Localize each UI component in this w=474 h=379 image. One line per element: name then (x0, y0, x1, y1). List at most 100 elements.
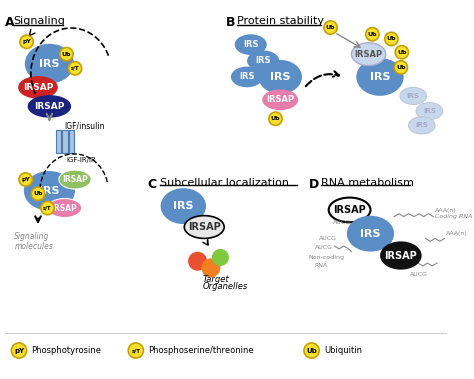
Text: IRSAP: IRSAP (333, 205, 366, 215)
Text: Coding RNA: Coding RNA (435, 214, 472, 219)
Ellipse shape (59, 170, 91, 189)
Text: Ub: Ub (387, 36, 396, 41)
Text: IRS: IRS (173, 201, 193, 211)
Circle shape (11, 343, 27, 358)
FancyBboxPatch shape (69, 130, 74, 153)
Text: IRSAP: IRSAP (52, 204, 77, 213)
Text: pY: pY (21, 177, 30, 182)
Circle shape (19, 173, 32, 186)
Text: RNA metabolism: RNA metabolism (321, 178, 414, 188)
Text: RNA: RNA (314, 263, 328, 268)
Text: Signaling: Signaling (13, 16, 65, 26)
Text: IRS: IRS (39, 59, 60, 69)
Ellipse shape (381, 242, 421, 269)
Text: IRS: IRS (407, 93, 419, 99)
Circle shape (31, 187, 45, 200)
Text: IRSAP: IRSAP (266, 95, 294, 104)
Text: Signaling
molecules: Signaling molecules (14, 232, 53, 251)
Text: B: B (226, 16, 236, 29)
Text: IGF-IR/IR: IGF-IR/IR (66, 157, 96, 163)
Text: Ub: Ub (271, 116, 280, 121)
Ellipse shape (259, 61, 301, 93)
Text: Phosphoserine/threonine: Phosphoserine/threonine (148, 346, 254, 355)
Text: IRS: IRS (239, 72, 255, 81)
Circle shape (60, 47, 73, 61)
FancyBboxPatch shape (56, 130, 61, 153)
Text: AUCG: AUCG (410, 272, 428, 277)
Text: IRSAP: IRSAP (62, 175, 88, 184)
Text: AUCG: AUCG (319, 236, 337, 241)
Text: IRS: IRS (39, 186, 60, 196)
Text: s/T: s/T (43, 205, 52, 210)
Text: Ubiquitin: Ubiquitin (324, 346, 362, 355)
Ellipse shape (28, 96, 70, 117)
Text: AAA(n): AAA(n) (446, 231, 467, 236)
Text: Ub: Ub (396, 65, 406, 70)
Circle shape (324, 21, 337, 34)
Text: AUCG: AUCG (332, 220, 350, 225)
Text: Organelles: Organelles (202, 282, 247, 291)
Text: Phosphotyrosine: Phosphotyrosine (31, 346, 101, 355)
Ellipse shape (162, 189, 205, 223)
Circle shape (201, 258, 220, 277)
Text: AAA(n): AAA(n) (435, 208, 457, 213)
Ellipse shape (263, 90, 297, 109)
FancyBboxPatch shape (63, 130, 68, 153)
Text: C: C (147, 178, 156, 191)
Ellipse shape (47, 199, 82, 218)
Text: Ub: Ub (33, 191, 43, 196)
Ellipse shape (248, 51, 278, 70)
Circle shape (41, 201, 54, 215)
Ellipse shape (400, 88, 427, 105)
Text: Ub: Ub (397, 50, 407, 55)
Text: IRSAP: IRSAP (188, 222, 220, 232)
Text: IRS: IRS (255, 56, 271, 65)
Circle shape (212, 249, 229, 266)
Circle shape (20, 35, 33, 49)
Text: Ub: Ub (306, 348, 317, 354)
Ellipse shape (19, 77, 57, 98)
Text: IRSAP: IRSAP (355, 50, 383, 59)
Text: s/T: s/T (131, 348, 140, 353)
Circle shape (395, 45, 409, 59)
Circle shape (304, 343, 319, 358)
Ellipse shape (328, 197, 371, 222)
Ellipse shape (184, 216, 224, 238)
Text: Ub: Ub (326, 25, 335, 30)
Text: IRSAP: IRSAP (23, 83, 53, 92)
Circle shape (68, 62, 82, 75)
Text: Non-coding: Non-coding (309, 255, 345, 260)
Text: s/T: s/T (71, 66, 79, 71)
Text: AUCG: AUCG (315, 246, 333, 251)
Text: A: A (5, 16, 14, 29)
Circle shape (128, 343, 144, 358)
Text: IRS: IRS (270, 72, 291, 82)
Ellipse shape (416, 103, 443, 120)
Text: IRSAP: IRSAP (384, 251, 417, 260)
Text: Subcellular localization: Subcellular localization (160, 178, 289, 188)
Ellipse shape (351, 43, 386, 66)
Text: IRS: IRS (415, 122, 428, 128)
Text: IRS: IRS (360, 229, 381, 239)
Ellipse shape (236, 35, 266, 54)
Circle shape (366, 28, 379, 41)
Ellipse shape (25, 172, 74, 210)
Text: Ub: Ub (368, 32, 377, 37)
Ellipse shape (347, 216, 393, 251)
Text: IGF/insulin: IGF/insulin (64, 122, 105, 131)
Circle shape (269, 112, 282, 125)
Circle shape (385, 32, 398, 45)
Text: IRS: IRS (370, 72, 390, 82)
Circle shape (394, 61, 408, 74)
Text: D: D (309, 178, 319, 191)
Ellipse shape (26, 45, 73, 83)
Circle shape (188, 252, 207, 271)
Text: Ub: Ub (62, 52, 71, 56)
Ellipse shape (357, 59, 403, 95)
Ellipse shape (232, 67, 262, 86)
Text: Protein stability: Protein stability (237, 16, 325, 26)
Text: IRS: IRS (243, 40, 258, 49)
Text: Target: Target (202, 275, 229, 284)
Text: IRSAP: IRSAP (34, 102, 64, 111)
Text: pY: pY (14, 348, 24, 354)
